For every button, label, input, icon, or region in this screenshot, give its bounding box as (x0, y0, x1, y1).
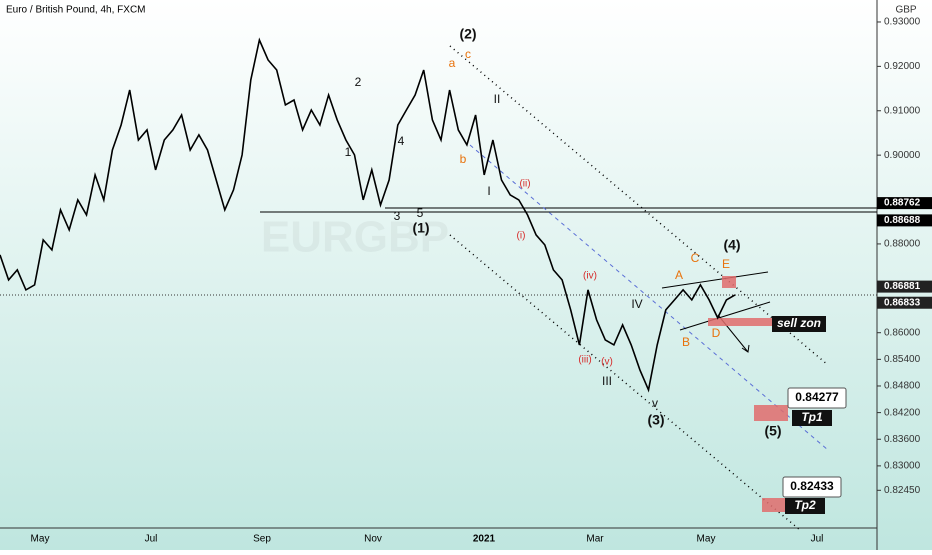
x-tick-label: Jul (811, 534, 824, 545)
price-label-box (877, 214, 932, 227)
wave-label: (i) (517, 231, 526, 242)
x-tick-label: May (697, 534, 716, 545)
currency: GBP (895, 5, 916, 16)
wave-label: c (465, 47, 471, 61)
x-tick-label: Jul (145, 534, 158, 545)
price-label: 0.86833 (884, 297, 921, 308)
wave-label: (iv) (583, 271, 597, 282)
wave-label: D (712, 326, 721, 340)
chart-title: Euro / British Pound, 4h, FXCM (6, 5, 146, 16)
y-tick-label: 0.88000 (884, 239, 921, 250)
wave-label: (4) (723, 237, 740, 253)
y-tick-label: 0.84800 (884, 381, 921, 392)
x-tick-label: Sep (253, 534, 271, 545)
y-tick-label: 0.85400 (884, 354, 921, 365)
y-tick-label: 0.92000 (884, 61, 921, 72)
wave-label: 2 (355, 75, 362, 89)
target-box (782, 476, 842, 498)
wave-label: 5 (417, 206, 424, 220)
wave-label: I (487, 184, 490, 198)
target-value: 0.84277 (795, 390, 839, 404)
zone-label-box (772, 316, 826, 332)
triangle-line (679, 301, 771, 331)
wave-label: (5) (764, 423, 781, 439)
wave-label: (iii) (578, 355, 591, 366)
wave-label: B (682, 335, 690, 349)
y-tick-label: 0.82450 (884, 485, 921, 496)
x-tick-label: Nov (364, 534, 382, 545)
zone (754, 405, 788, 421)
target-value: 0.82433 (790, 479, 834, 493)
y-tick-label: 0.83000 (884, 461, 921, 472)
wave-label: A (675, 268, 683, 282)
price-label-box (877, 296, 932, 309)
price-label-box (877, 280, 932, 293)
wave-label: IV (631, 297, 642, 311)
zone (708, 318, 772, 326)
y-tick-label: 0.83600 (884, 434, 921, 445)
wave-label: (v) (601, 357, 613, 368)
target-box (787, 387, 847, 409)
x-tick-label: 2021 (473, 534, 496, 545)
wave-label: (ii) (519, 179, 530, 190)
x-tick-label: May (31, 534, 50, 545)
wave-label: (3) (647, 412, 664, 428)
wave-label: b (460, 152, 467, 166)
zone-label: sell zon (777, 316, 821, 330)
y-tick-label: 0.90000 (884, 150, 921, 161)
zone (722, 276, 736, 288)
y-tick-label: 0.84200 (884, 407, 921, 418)
x-tick-label: Mar (586, 534, 604, 545)
price-label: 0.86881 (884, 281, 921, 292)
target-name-box (785, 498, 825, 514)
wave-label: (2) (459, 26, 476, 42)
mid-line (469, 144, 829, 451)
y-tick-label: 0.86000 (884, 327, 921, 338)
watermark: EURGBP (261, 213, 449, 262)
y-tick-label: 0.91000 (884, 105, 921, 116)
wave-label: 3 (394, 209, 401, 223)
price-line (0, 37, 736, 393)
wave-label: III (602, 374, 612, 388)
wave-label: C (691, 251, 700, 265)
price-label: 0.88762 (884, 198, 921, 209)
wave-label: v (652, 396, 658, 410)
wave-label: 1 (345, 145, 352, 159)
triangle-line (661, 271, 769, 289)
wave-label: 4 (398, 134, 405, 148)
wave-label: E (722, 257, 730, 271)
target-name: Tp1 (801, 410, 823, 424)
wave-label: II (494, 92, 501, 106)
target-name: Tp2 (794, 498, 816, 512)
price-label-box (877, 197, 932, 210)
wave-label: (1) (412, 220, 429, 236)
wave-label: a (449, 56, 456, 70)
price-label: 0.88688 (884, 215, 921, 226)
y-tick-label: 0.93000 (884, 17, 921, 28)
target-name-box (792, 410, 832, 426)
